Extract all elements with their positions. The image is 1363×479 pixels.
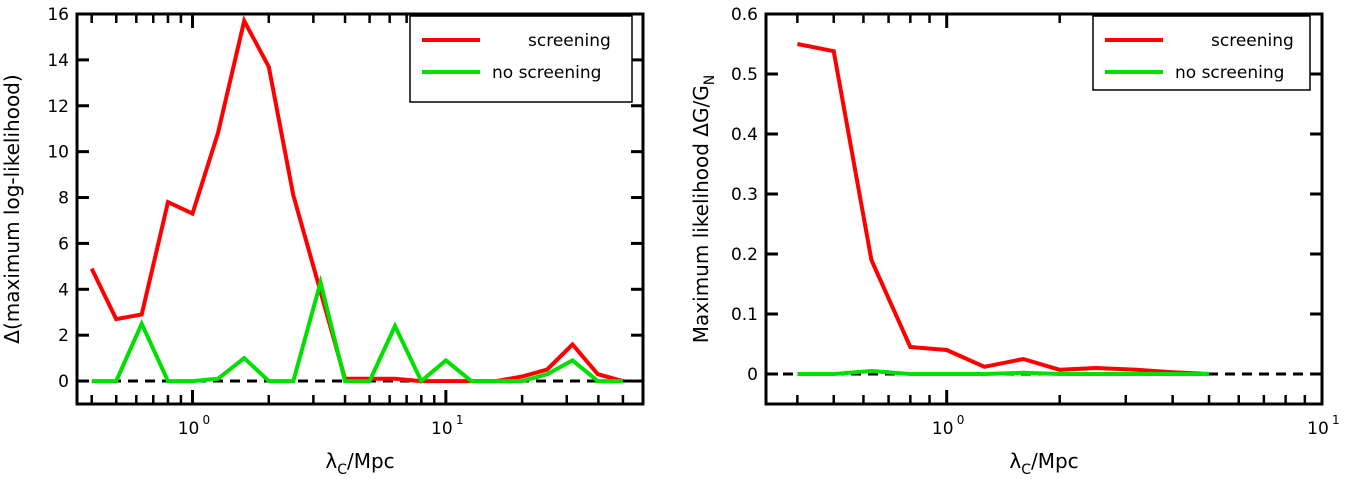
legend-label: screening <box>528 31 611 51</box>
y-tick-label: 2 <box>58 326 69 346</box>
x-tick-exponent: 1 <box>1332 413 1340 427</box>
series-line-screening <box>797 42 1210 376</box>
y-tick-label: 0 <box>58 372 69 392</box>
y-axis-label: Maximum likelihood ΔG/GN <box>689 75 718 343</box>
series-line-screening <box>89 15 624 384</box>
legend-box <box>409 15 633 103</box>
legend-label: no screening <box>492 63 601 83</box>
y-tick-label: 12 <box>47 97 69 117</box>
legend: screening no screening <box>409 15 633 103</box>
plot-frame <box>75 12 645 406</box>
y-axis-label: Δ(maximum log-likelihood) <box>0 74 24 343</box>
y-tick-label: 6 <box>58 234 69 254</box>
y-tick-label: 0.4 <box>731 125 758 145</box>
x-axis-label: λC/Mpc <box>325 449 394 478</box>
y-tick-label: 0.6 <box>731 5 758 25</box>
y-tick-label: 0.2 <box>731 245 758 265</box>
x-tick-exponent: 0 <box>203 413 211 427</box>
x-tick-label: 10 <box>1307 419 1329 439</box>
y-tick-label: 0.1 <box>731 305 758 325</box>
y-tick-label: 0 <box>747 365 758 385</box>
y-tick-label: 8 <box>58 189 69 209</box>
x-tick-exponent: 1 <box>456 413 464 427</box>
legend-label: no screening <box>1175 63 1284 83</box>
y-tick-label: 14 <box>47 51 69 71</box>
x-tick-label: 10 <box>431 419 453 439</box>
y-tick-label: 10 <box>47 143 69 163</box>
y-tick-label: 4 <box>58 280 69 300</box>
series-line-no-screening <box>797 368 1209 376</box>
x-tick-label: 10 <box>178 419 200 439</box>
series-line-no-screening <box>91 274 623 385</box>
y-tick-label: 0.3 <box>731 185 758 205</box>
legend-label: screening <box>1211 31 1294 51</box>
x-tick-exponent: 0 <box>957 413 965 427</box>
plot-frame <box>764 12 1324 406</box>
y-tick-label: 16 <box>47 5 69 25</box>
legend-box <box>1092 15 1311 91</box>
y-tick-label: 0.5 <box>731 65 758 85</box>
x-tick-label: 10 <box>932 419 954 439</box>
x-axis-label: λC/Mpc <box>1009 449 1078 478</box>
legend: screening no screening <box>1092 15 1311 91</box>
